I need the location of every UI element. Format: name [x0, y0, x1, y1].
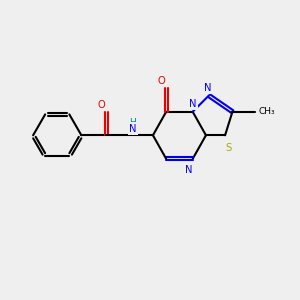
Text: N: N — [204, 82, 211, 93]
Text: O: O — [157, 76, 165, 86]
Text: S: S — [225, 142, 231, 153]
Text: N: N — [129, 124, 137, 134]
Text: H: H — [130, 118, 136, 127]
Text: CH₃: CH₃ — [258, 107, 275, 116]
Text: N: N — [189, 99, 196, 109]
Text: N: N — [184, 165, 192, 175]
Text: O: O — [97, 100, 105, 110]
